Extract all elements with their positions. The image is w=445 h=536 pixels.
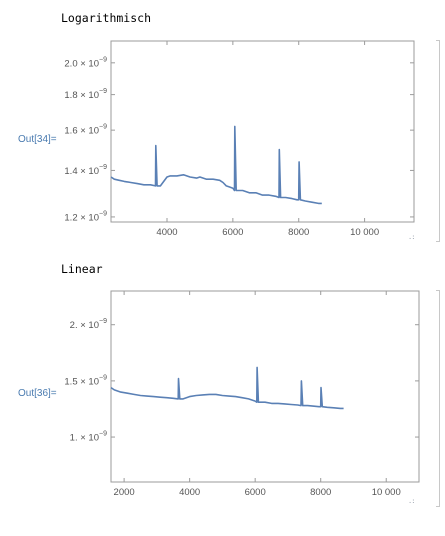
x-tick-label: 10 000 — [372, 487, 401, 498]
x-tick-label: 4000 — [179, 487, 200, 498]
y-tick-times: × 10 — [78, 166, 99, 177]
y-tick-label: 1.8 × 10−9 — [64, 88, 107, 101]
y-tick-exponent: −9 — [99, 56, 107, 63]
output-label-36[interactable]: Out[36]= — [18, 388, 57, 399]
data-series-line — [110, 125, 322, 205]
x-tick-label: 6000 — [245, 487, 266, 498]
plot-frame — [110, 290, 420, 483]
cell-bracket-36[interactable] — [436, 290, 440, 507]
section-heading-linear: Linear — [61, 262, 103, 276]
y-tick-label: 1. × 10−9 — [70, 431, 107, 444]
y-tick-exponent: −9 — [99, 374, 107, 381]
y-tick-exponent: −9 — [99, 88, 107, 95]
section-heading-log: Logarithmisch — [61, 11, 152, 25]
y-tick-mantissa: 1.4 — [64, 166, 77, 177]
x-tick-label: 6000 — [222, 227, 243, 238]
y-tick-label: 1.6 × 10−9 — [64, 124, 107, 137]
y-tick-label: 2.0 × 10−9 — [64, 56, 107, 69]
y-tick-mantissa: 2. — [70, 320, 78, 331]
y-tick-exponent: −9 — [99, 431, 107, 438]
x-tick-label: 2000 — [114, 487, 135, 498]
y-tick-mantissa: 1.8 — [64, 90, 77, 101]
x-tick-label: 10 000 — [350, 227, 379, 238]
y-tick-mantissa: 1. — [70, 433, 78, 444]
x-tick-label: 4000 — [156, 227, 177, 238]
y-tick-times: × 10 — [78, 320, 99, 331]
y-tick-exponent: −9 — [99, 124, 107, 131]
x-tick-label: 8000 — [288, 227, 309, 238]
y-tick-exponent: −9 — [99, 318, 107, 325]
y-tick-times: × 10 — [78, 90, 99, 101]
y-tick-label: 1.4 × 10−9 — [64, 164, 107, 177]
y-tick-times: × 10 — [78, 376, 99, 387]
resize-grip-icon[interactable]: .: — [408, 233, 416, 241]
y-tick-label: 1.5 × 10−9 — [64, 374, 107, 387]
y-tick-times: × 10 — [78, 433, 99, 444]
output-label-34[interactable]: Out[34]= — [18, 134, 57, 145]
resize-grip-icon[interactable]: .: — [408, 497, 416, 505]
y-tick-mantissa: 2.0 — [64, 58, 77, 69]
y-tick-exponent: −9 — [99, 210, 107, 217]
y-tick-label: 2. × 10−9 — [70, 318, 107, 331]
plot-frame — [110, 40, 415, 223]
y-tick-mantissa: 1.6 — [64, 126, 77, 137]
y-tick-times: × 10 — [78, 212, 99, 223]
x-tick-label: 8000 — [310, 487, 331, 498]
cell-bracket-34[interactable] — [436, 40, 440, 242]
data-series-line — [110, 366, 344, 410]
y-tick-mantissa: 1.5 — [64, 376, 77, 387]
y-tick-exponent: −9 — [99, 164, 107, 171]
y-tick-label: 1.2 × 10−9 — [64, 210, 107, 223]
y-tick-times: × 10 — [78, 126, 99, 137]
y-tick-times: × 10 — [78, 58, 99, 69]
y-tick-mantissa: 1.2 — [64, 212, 77, 223]
